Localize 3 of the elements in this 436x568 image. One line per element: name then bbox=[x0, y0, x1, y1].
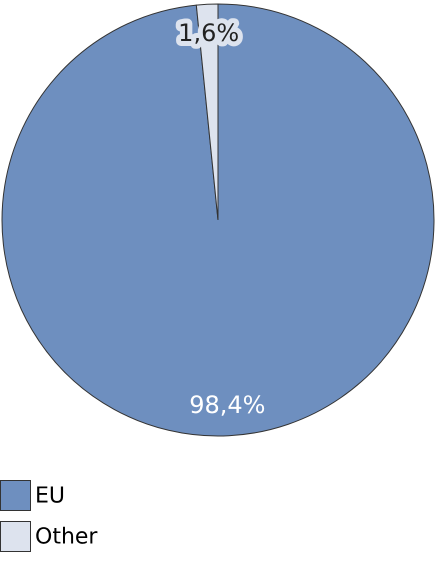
legend-label: Other bbox=[35, 524, 98, 550]
data-label: 98,4% bbox=[189, 390, 266, 419]
legend-label: EU bbox=[35, 484, 66, 508]
